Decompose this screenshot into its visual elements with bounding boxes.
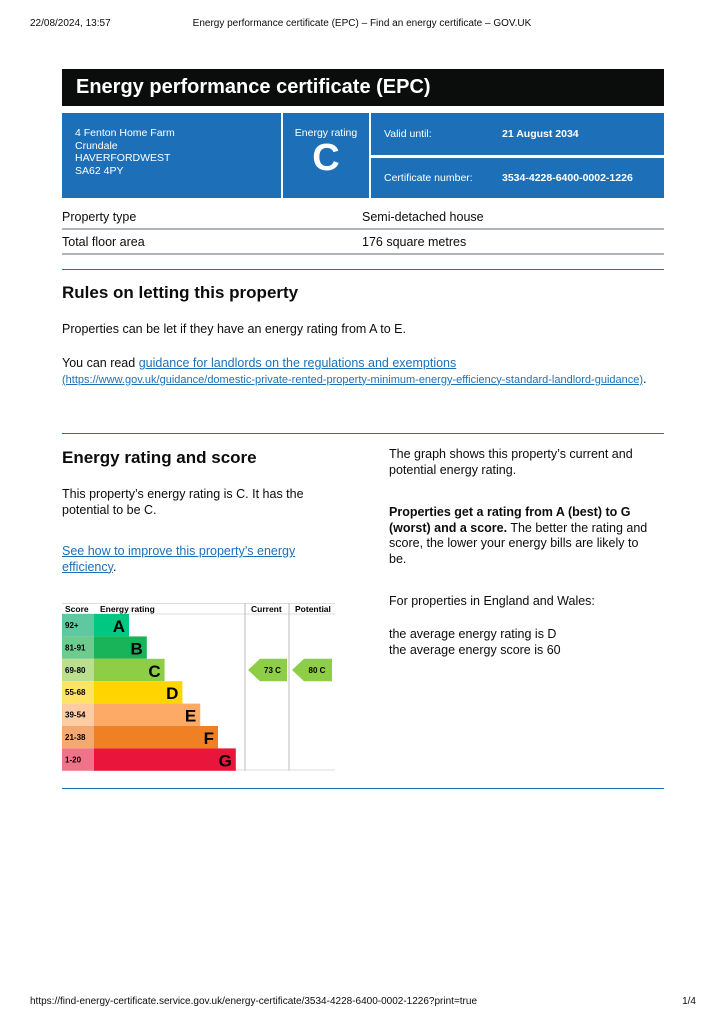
score-range-B: 81-91 — [65, 643, 86, 652]
header-energy-rating: Energy rating — [100, 604, 155, 614]
landlord-guidance-url[interactable]: (https://www.gov.uk/guidance/domestic-pr… — [62, 373, 644, 386]
energy-rating-box: Energy rating C — [283, 113, 369, 198]
certificate-number: Certificate number: 3534-4228-6400-0002-… — [371, 158, 664, 198]
floor-area-row: Total floor area 176 square metres — [62, 230, 664, 255]
divider — [62, 433, 664, 434]
band-letter-D: D — [166, 684, 178, 703]
band-letter-E: E — [185, 707, 196, 726]
certificate-number-value: 3534-4228-6400-0002-1226 — [502, 172, 633, 184]
improve-efficiency-link[interactable]: See how to improve this property’s energ… — [62, 544, 296, 574]
score-cell-E — [62, 703, 94, 726]
address-line: HAVERFORDWEST — [75, 152, 171, 164]
band-letter-B: B — [131, 639, 143, 658]
property-type-row: Property type Semi-detached house — [62, 205, 664, 230]
current-arrow — [248, 658, 287, 682]
band-bar-C — [94, 658, 165, 682]
print-page-count: 1/4 — [682, 996, 696, 1007]
score-range-G: 1-20 — [65, 755, 82, 764]
valid-until-label: Valid until: — [384, 128, 432, 140]
graph-explainer: The graph shows this property’s current … — [389, 447, 633, 477]
band-bar-G — [94, 748, 236, 771]
band-letter-C: C — [148, 662, 160, 681]
band-letter-F: F — [204, 729, 214, 748]
divider — [62, 788, 664, 789]
row-value: Semi-detached house — [362, 209, 484, 224]
score-text: This property’s energy rating is C. It h… — [62, 487, 304, 517]
score-range-E: 39-54 — [65, 711, 86, 720]
band-bar-E — [94, 703, 201, 726]
text: . — [643, 371, 647, 386]
row-value: 176 square metres — [362, 234, 467, 249]
row-label: Property type — [62, 209, 137, 224]
row-label: Total floor area — [62, 234, 145, 249]
letting-text: Properties can be let if they have an en… — [62, 322, 406, 336]
energy-rating-label: Energy rating — [294, 127, 358, 139]
letting-heading: Rules on letting this property — [62, 283, 299, 302]
score-range-F: 21-38 — [65, 733, 86, 742]
address: 4 Fenton Home Farm Crundale HAVERFORDWES… — [62, 113, 281, 198]
certificate-number-label: Certificate number: — [384, 172, 473, 184]
text: The better the rating and score, the low… — [389, 520, 648, 566]
band-bar-D — [94, 681, 183, 704]
address-line: SA62 4PY — [75, 164, 124, 177]
valid-until: Valid until: 21 August 2034 — [371, 113, 664, 155]
landlord-guidance-link[interactable]: guidance for landlords on the regulation… — [138, 356, 457, 370]
text: You can read — [62, 356, 139, 370]
divider — [62, 269, 664, 270]
band-letter-A: A — [113, 617, 125, 636]
score-cell-B — [62, 636, 94, 659]
address-line: 4 Fenton Home Farm — [75, 127, 175, 139]
score-cell-G — [62, 748, 94, 771]
band-bar-A — [94, 614, 129, 637]
page-title: Energy performance certificate (EPC) — [62, 69, 664, 106]
average-score: the average energy score is 60 — [389, 643, 561, 657]
band-letter-G: G — [219, 751, 232, 770]
score-cell-D — [62, 681, 94, 704]
header-potential: Potential — [295, 604, 331, 614]
energy-rating-value: C — [312, 137, 340, 179]
score-cell-A — [62, 614, 94, 637]
score-cell-F — [62, 726, 94, 749]
header-score: Score — [65, 604, 89, 614]
score-heading: Energy rating and score — [62, 448, 257, 467]
text: . — [112, 559, 117, 574]
improve-paragraph: See how to improve this property’s energ… — [62, 544, 332, 575]
rating-explainer: Properties get a rating from A (best) to… — [389, 505, 659, 567]
energy-rating-chart: Score Energy rating Current Potential 92+ A 81… — [62, 603, 335, 771]
potential-arrow — [292, 658, 332, 682]
score-range-D: 55-68 — [65, 688, 86, 697]
score-range-C: 69-80 — [65, 666, 86, 675]
current-label: 73 C — [264, 666, 281, 675]
letting-guidance: You can read guidance for landlords on t… — [62, 356, 662, 388]
print-url: https://find-energy-certificate.service.… — [30, 996, 478, 1007]
bold-text: Properties get a rating from A (best) to… — [389, 505, 631, 535]
potential-label: 80 C — [309, 666, 326, 675]
average-rating: the average energy rating is D — [389, 627, 557, 641]
print-page-title: Energy performance certificate (EPC) – F… — [192, 18, 532, 29]
score-cell-C — [62, 658, 94, 682]
address-line: Crundale — [75, 139, 118, 152]
print-datetime: 22/08/2024, 13:57 — [30, 18, 111, 29]
band-bar-F — [94, 726, 218, 749]
band-bar-B — [94, 636, 147, 659]
england-wales-text: For properties in England and Wales: — [389, 594, 595, 608]
score-range-A: 92+ — [65, 621, 79, 630]
header-current: Current — [251, 604, 282, 614]
valid-until-value: 21 August 2034 — [502, 128, 579, 140]
